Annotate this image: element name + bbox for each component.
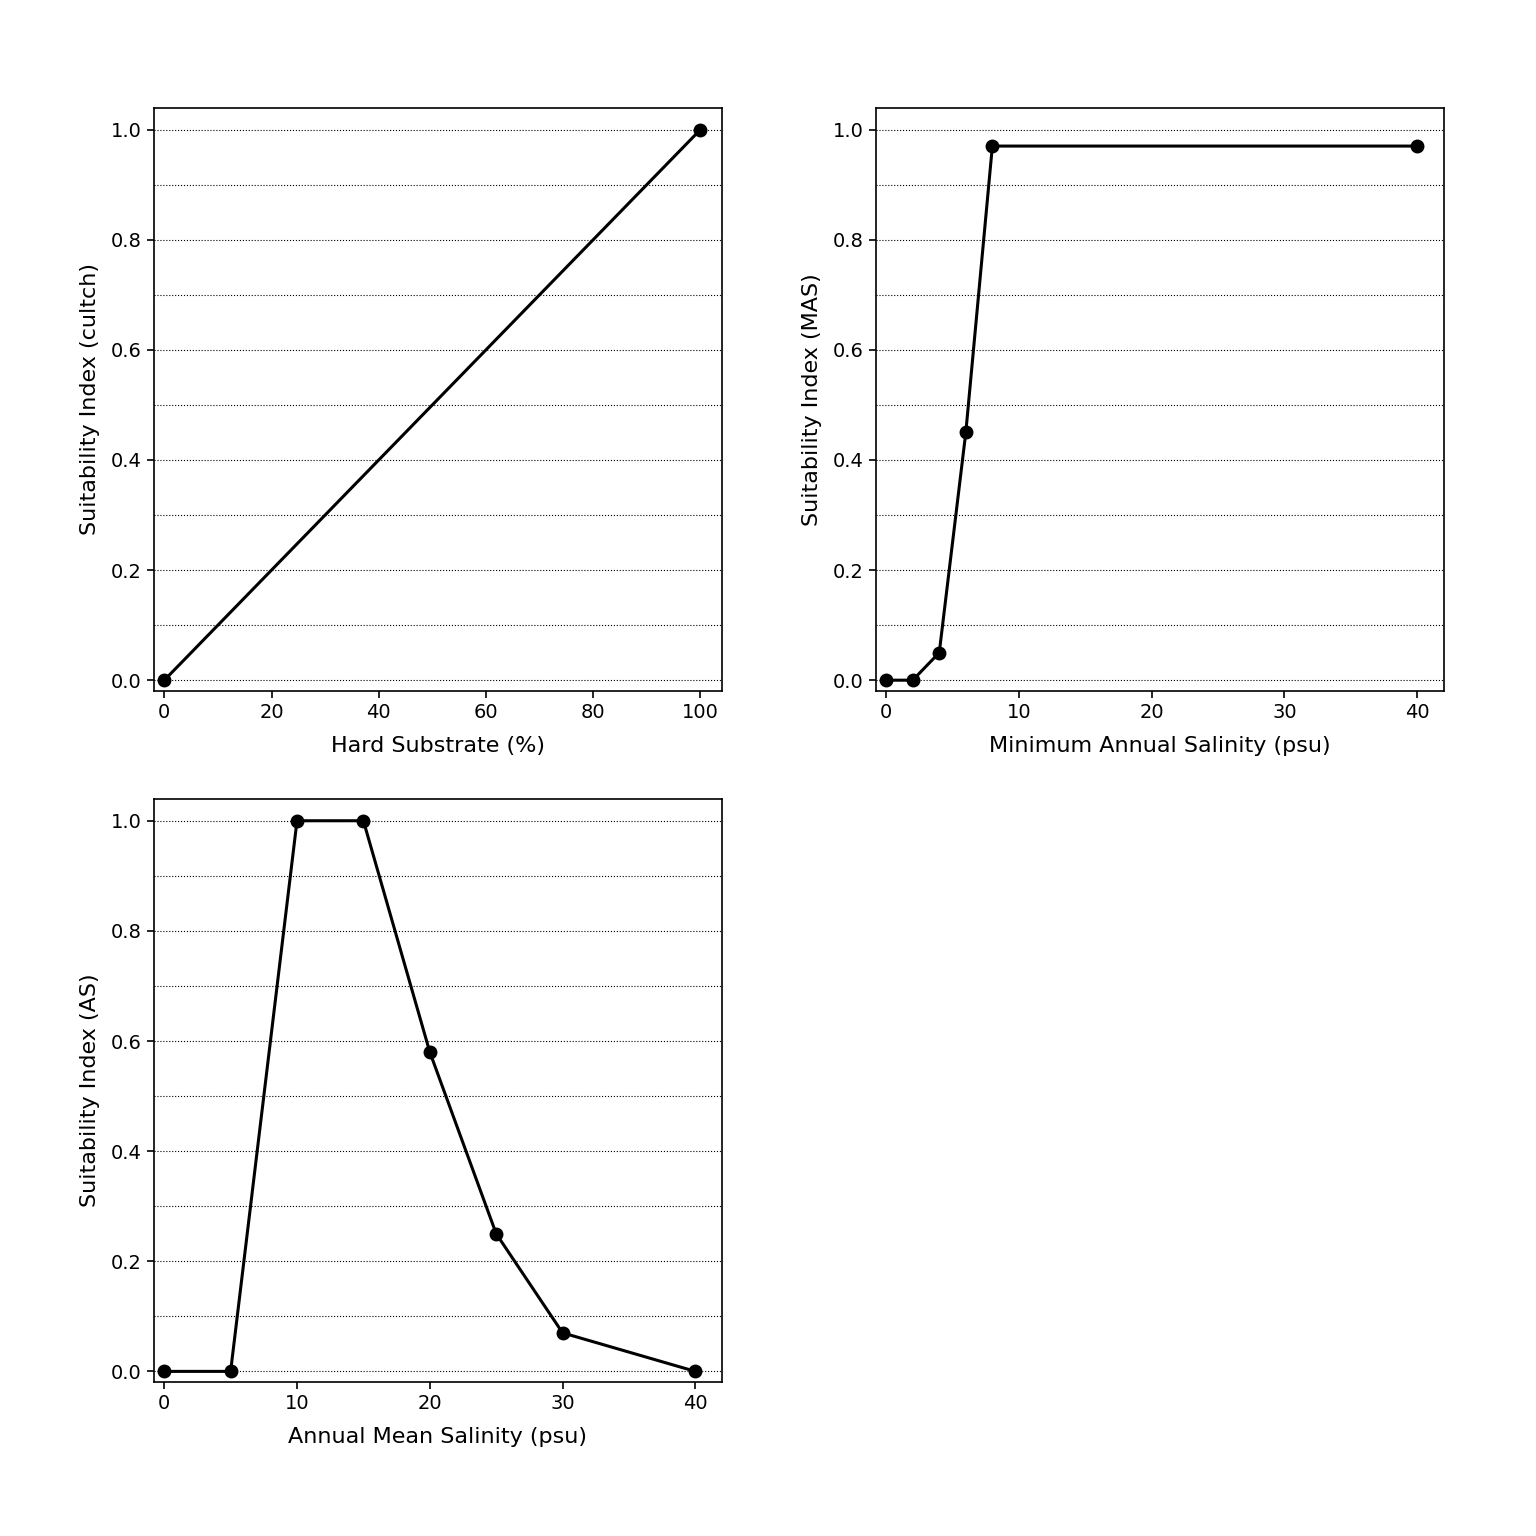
Y-axis label: Suitability Index (MAS): Suitability Index (MAS) [802,273,822,525]
Y-axis label: Suitability Index (AS): Suitability Index (AS) [80,974,100,1207]
X-axis label: Minimum Annual Salinity (psu): Minimum Annual Salinity (psu) [989,736,1330,756]
X-axis label: Hard Substrate (%): Hard Substrate (%) [330,736,545,756]
X-axis label: Annual Mean Salinity (psu): Annual Mean Salinity (psu) [289,1427,587,1447]
Y-axis label: Suitability Index (cultch): Suitability Index (cultch) [80,263,100,536]
